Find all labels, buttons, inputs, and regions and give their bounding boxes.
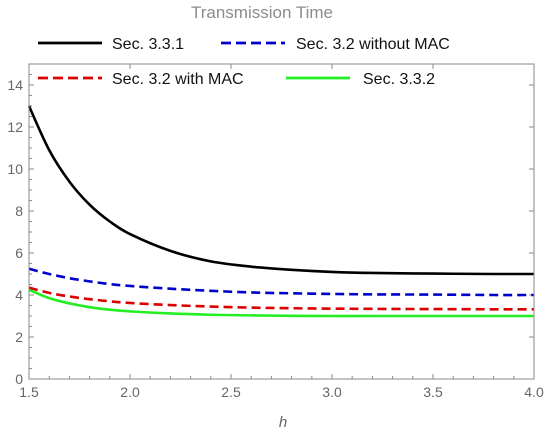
- plot-lines: [27, 105, 535, 318]
- series-line-3: [28, 286, 535, 311]
- y-tick-label: 12: [7, 119, 23, 135]
- y-axis: 0 2 4 6 8 10 12 14: [7, 63, 534, 387]
- series-line-2: [28, 267, 535, 297]
- series-line-4: [28, 288, 534, 318]
- legend-label-2: Sec. 3.2 without MAC: [296, 36, 450, 53]
- y-tick-label: 6: [15, 245, 23, 261]
- legend-label-3: Sec. 3.2 with MAC: [112, 71, 244, 88]
- x-tick-label: 4.0: [524, 384, 544, 400]
- legend-label-4: Sec. 3.3.2: [363, 71, 435, 88]
- y-tick-label: 14: [7, 77, 23, 93]
- chart-title: Transmission Time: [191, 3, 333, 22]
- legend-label-1: Sec. 3.3.1: [112, 36, 184, 53]
- y-tick-label: 4: [15, 287, 23, 303]
- x-axis: 1.5 2.0 2.5 3.0 3.5 4.0: [19, 64, 544, 400]
- plot-frame: [28, 63, 535, 380]
- series-line-1: [27, 105, 535, 276]
- x-axis-label: h: [279, 414, 287, 431]
- y-tick-label: 10: [7, 161, 23, 177]
- x-tick-label: 3.0: [322, 384, 342, 400]
- x-tick-label: 2.5: [221, 384, 241, 400]
- y-tick-label: 0: [15, 371, 23, 387]
- y-tick-label: 2: [15, 329, 23, 345]
- x-tick-label: 1.5: [19, 384, 39, 400]
- legend: Sec. 3.3.1 Sec. 3.2 without MAC Sec. 3.2 w…: [38, 36, 450, 88]
- y-tick-label: 8: [15, 203, 23, 219]
- x-tick-label: 3.5: [423, 384, 443, 400]
- x-tick-label: 2.0: [120, 384, 140, 400]
